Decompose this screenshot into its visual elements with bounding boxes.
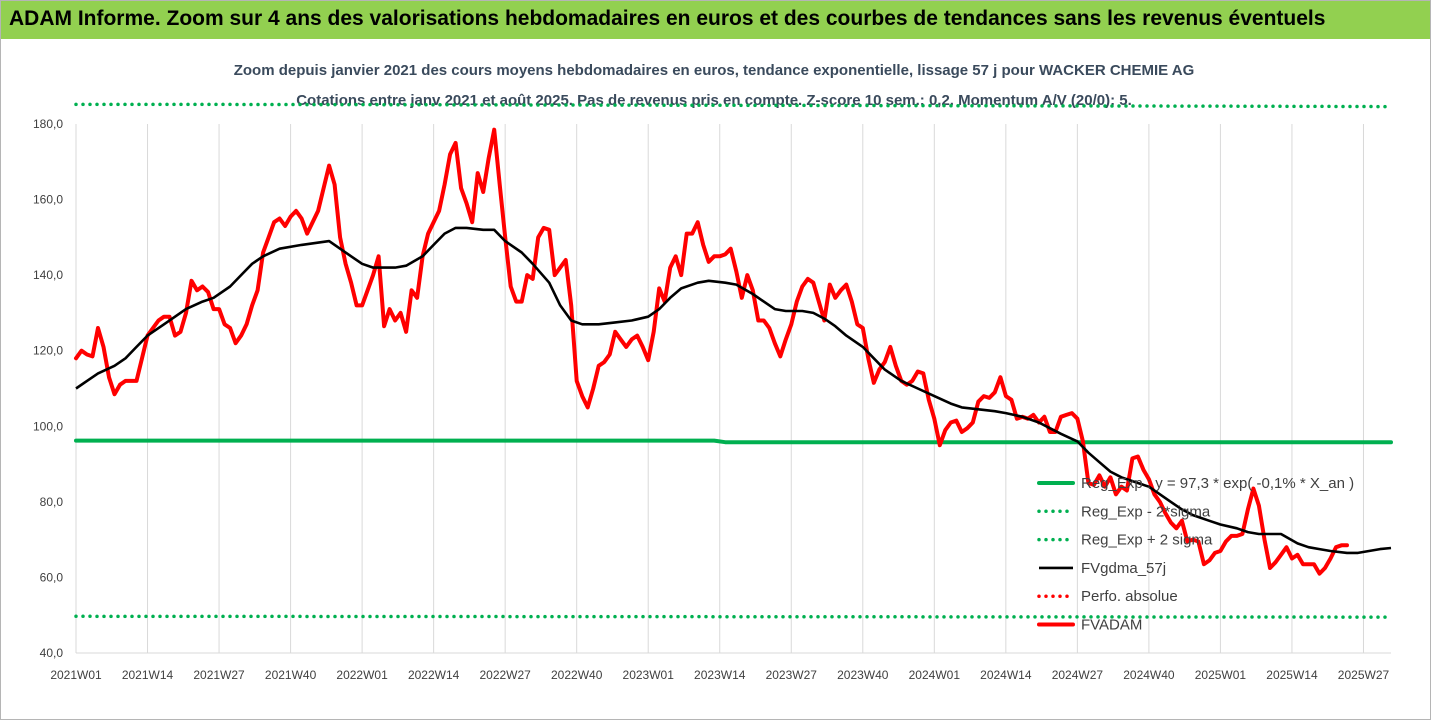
x-tick-label: 2025W14 bbox=[1266, 668, 1318, 682]
y-tick-label: 180,0 bbox=[33, 117, 63, 131]
x-tick-label: 2021W40 bbox=[265, 668, 317, 682]
x-tick-label: 2024W40 bbox=[1123, 668, 1175, 682]
series-line-fvadam bbox=[74, 127, 1349, 576]
y-tick-label: 40,0 bbox=[40, 646, 64, 660]
x-tick-label: 2023W40 bbox=[837, 668, 889, 682]
y-tick-label: 160,0 bbox=[33, 193, 63, 207]
x-tick-label: 2024W27 bbox=[1052, 668, 1104, 682]
x-tick-label: 2023W14 bbox=[694, 668, 746, 682]
legend-label-reg-exp: Reg_Exp : y = 97,3 * exp( -0,1% * X_an ) bbox=[1081, 475, 1354, 492]
x-tick-label: 2022W40 bbox=[551, 668, 603, 682]
x-tick-label: 2023W01 bbox=[623, 668, 675, 682]
legend: Reg_Exp : y = 97,3 * exp( -0,1% * X_an )… bbox=[1037, 475, 1354, 634]
y-tick-label: 80,0 bbox=[40, 495, 64, 509]
series-line-fvgdma-57j bbox=[75, 226, 1392, 555]
x-tick-label: 2021W14 bbox=[122, 668, 174, 682]
x-tick-label: 2023W27 bbox=[766, 668, 818, 682]
series-line-reg-exp-2-sigma bbox=[74, 614, 1393, 619]
x-tick-label: 2021W01 bbox=[50, 668, 102, 682]
y-tick-label: 100,0 bbox=[33, 419, 63, 433]
x-tick-label: 2022W14 bbox=[408, 668, 460, 682]
axes: 2021W01 2021W14 2021W27 2021W40 2022W01 2022W… bbox=[33, 117, 1391, 682]
x-tick-label: 2022W27 bbox=[479, 668, 531, 682]
chart-title: Zoom depuis janvier 2021 des cours moyen… bbox=[234, 62, 1195, 79]
legend-label-fvgdma-57j: FVgdma_57j bbox=[1081, 560, 1166, 577]
y-tick-label: 140,0 bbox=[33, 268, 63, 282]
x-tick-label: 2021W27 bbox=[193, 668, 245, 682]
series-line-reg-exp bbox=[74, 438, 1393, 445]
grid-lines bbox=[75, 124, 1364, 653]
legend-label-fvadam: FVADAM bbox=[1081, 617, 1142, 634]
x-tick-label: 2024W01 bbox=[909, 668, 961, 682]
legend-label-reg-exp-2-sigma: Reg_Exp - 2*sigma bbox=[1081, 503, 1211, 520]
x-tick-label: 2022W01 bbox=[336, 668, 388, 682]
banner-title: ADAM Informe. Zoom sur 4 ans des valoris… bbox=[9, 7, 1326, 30]
y-tick-label: 60,0 bbox=[40, 570, 64, 584]
y-tick-label: 120,0 bbox=[33, 344, 63, 358]
series-line-reg-exp-2-sigma bbox=[74, 102, 1393, 109]
legend-label-perfo-absolue: Perfo. absolue bbox=[1081, 588, 1178, 605]
x-tick-label: 2025W01 bbox=[1195, 668, 1247, 682]
series-lines bbox=[74, 102, 1393, 619]
title-banner: ADAM Informe. Zoom sur 4 ans des valoris… bbox=[1, 1, 1430, 39]
legend-label-reg-exp-2-sigma: Reg_Exp + 2 sigma bbox=[1081, 532, 1213, 549]
x-tick-label: 2025W27 bbox=[1338, 668, 1390, 682]
x-tick-label: 2024W14 bbox=[980, 668, 1032, 682]
